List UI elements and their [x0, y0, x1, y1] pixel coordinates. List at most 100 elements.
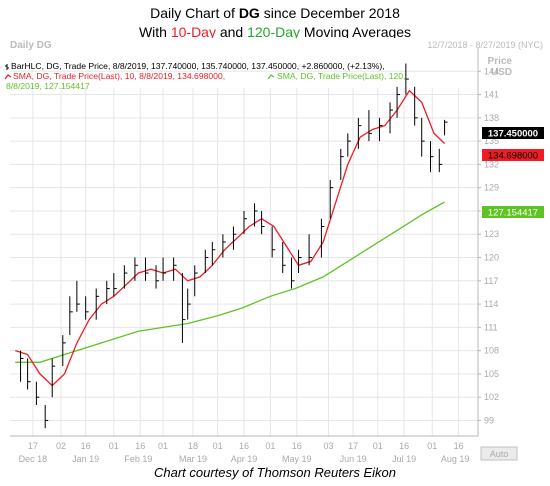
price-bar [340, 148, 344, 180]
x-tick-label: 17 [28, 441, 38, 451]
sma120-tag-value: 127.154417 [488, 208, 538, 219]
sma10-line [15, 89, 446, 387]
y-tick-label: 132 [484, 159, 499, 169]
x-tick-label: 16 [292, 441, 302, 451]
price-chart: Auto Daily DG 12/7/2018 - 8/27/2019 (NYC… [0, 38, 550, 468]
price-bar [329, 179, 334, 219]
auto-button-label: Auto [490, 449, 509, 459]
price-axis-title: Price [488, 56, 513, 67]
y-tick-label: 141 [484, 90, 499, 100]
x-month-label: Aug 19 [441, 454, 470, 464]
title-symbol: DG [238, 5, 260, 21]
price-bar [204, 249, 209, 274]
x-axis-ticks: 17 02 16 01 16 01 18 01 16 01 16 03 17 01 16 01 16 Dec 18… [19, 441, 470, 464]
subtitle-prefix: With [138, 24, 171, 40]
price-bar [320, 218, 325, 258]
x-month-label: Feb 19 [124, 454, 152, 464]
x-month-label: Dec 18 [19, 454, 48, 464]
y-tick-label: 123 [484, 229, 499, 239]
price-bar [85, 296, 89, 320]
date-range-label: 12/7/2018 - 8/27/2019 (NYC) [427, 40, 543, 50]
legend-sma10-text: SMA, DG, Trade Price(Last), 10, 8/8/2019… [13, 71, 225, 81]
chart-credit: Chart courtesy of Thomson Reuters Eikon [153, 465, 397, 480]
y-tick-label: 135 [484, 136, 499, 146]
price-bar [271, 226, 276, 258]
price-bar [51, 358, 56, 398]
price-bar [187, 288, 191, 320]
symbol-label: Daily DG [10, 40, 52, 51]
price-bar [232, 226, 237, 250]
price-tag-sma10: 134.698000 [482, 149, 544, 162]
price-bar [69, 296, 73, 336]
currency-label: USD [491, 67, 512, 78]
subtitle-120day: 120-Day [247, 24, 301, 40]
legend-sma120-text-2: 8/8/2019, 127.154417 [6, 81, 90, 91]
price-bar [291, 257, 295, 289]
price-bar [106, 280, 110, 305]
price-bar [194, 265, 198, 297]
y-tick-label: 117 [484, 276, 498, 286]
x-tick-label: 01 [427, 441, 437, 451]
x-month-label: Apr 19 [231, 454, 258, 464]
price-bar [95, 288, 100, 320]
price-bar [414, 86, 418, 126]
price-bar [444, 119, 448, 136]
price-bars [20, 63, 448, 429]
y-tick-label: 99 [484, 415, 494, 425]
price-bar [20, 350, 24, 382]
y-tick-label: 108 [484, 346, 499, 356]
price-bar [44, 404, 49, 429]
y-tick-label: 138 [484, 113, 499, 123]
x-tick-label: 01 [265, 441, 275, 451]
price-bar [421, 117, 425, 157]
price-bar [144, 257, 149, 281]
price-bar [113, 273, 117, 297]
price-bar [308, 234, 313, 266]
y-tick-label: 111 [484, 322, 498, 332]
x-month-label: Jul 19 [392, 454, 416, 464]
subtitle-mid: and [215, 24, 248, 40]
x-month-label: May 19 [282, 454, 312, 464]
chart-panel: Auto Daily DG 12/7/2018 - 8/27/2019 (NYC… [0, 38, 550, 468]
price-bar [123, 265, 128, 289]
price-bar [282, 242, 286, 274]
auto-button[interactable] [480, 446, 518, 461]
price-tag-sma120: 127.154417 [482, 206, 544, 219]
x-tick-label: 01 [158, 441, 168, 451]
y-tick-label: 120 [484, 253, 499, 263]
title-suffix: since December 2018 [259, 5, 400, 21]
subtitle-suffix: Moving Averages [300, 24, 412, 40]
sma120-tag-box [482, 206, 544, 218]
sma10-series [15, 89, 446, 387]
price-bar [298, 249, 302, 274]
price-bar [243, 210, 247, 235]
x-tick-label: 16 [239, 441, 249, 451]
chart-title-line-1: Daily Chart of DG since December 2018 [0, 5, 550, 21]
price-bar [173, 257, 177, 281]
x-tick-label: 16 [454, 441, 464, 451]
last-tag-box [482, 127, 544, 139]
price-bar [389, 102, 394, 134]
x-tick-label: 16 [81, 441, 91, 451]
price-bar [211, 242, 216, 266]
sma10-legend-icon [4, 74, 12, 80]
price-bar [438, 148, 443, 173]
x-tick-label: 17 [348, 441, 358, 451]
price-bar [35, 381, 40, 405]
y-tick-label: 144 [484, 66, 499, 76]
y-tick-label: 102 [484, 392, 499, 402]
x-month-label: Mar 19 [179, 454, 207, 464]
price-bar [396, 86, 401, 118]
subtitle-10day: 10-Day [170, 24, 216, 40]
sma120-legend-icon [267, 74, 275, 80]
bar-legend-icon [5, 64, 9, 70]
price-bar [222, 234, 226, 258]
x-tick-label: 16 [399, 441, 409, 451]
price-bar [261, 210, 265, 235]
x-tick-label: 16 [135, 441, 145, 451]
price-bar [357, 117, 362, 149]
price-bar [347, 133, 351, 157]
price-bar [76, 280, 80, 312]
price-bar [162, 257, 167, 281]
x-tick-label: 02 [56, 441, 66, 451]
